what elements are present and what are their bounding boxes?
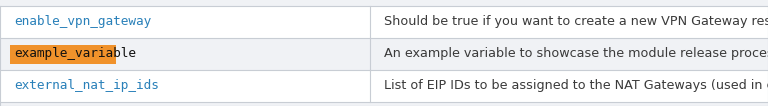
Text: List of EIP IDs to be assigned to the NAT Gateways (used in comb: List of EIP IDs to be assigned to the NA… — [384, 80, 768, 93]
Bar — [0, 38, 768, 70]
Text: Should be true if you want to create a new VPN Gateway resourc: Should be true if you want to create a n… — [384, 15, 768, 29]
Bar — [0, 70, 768, 102]
Bar — [0, 6, 768, 38]
Text: enable_vpn_gateway: enable_vpn_gateway — [14, 15, 151, 29]
Text: An example variable to showcase the module release process: An example variable to showcase the modu… — [384, 47, 768, 61]
Text: example_variable: example_variable — [14, 47, 136, 61]
Text: external_nat_ip_ids: external_nat_ip_ids — [14, 80, 159, 93]
Bar — [10, 45, 117, 63]
